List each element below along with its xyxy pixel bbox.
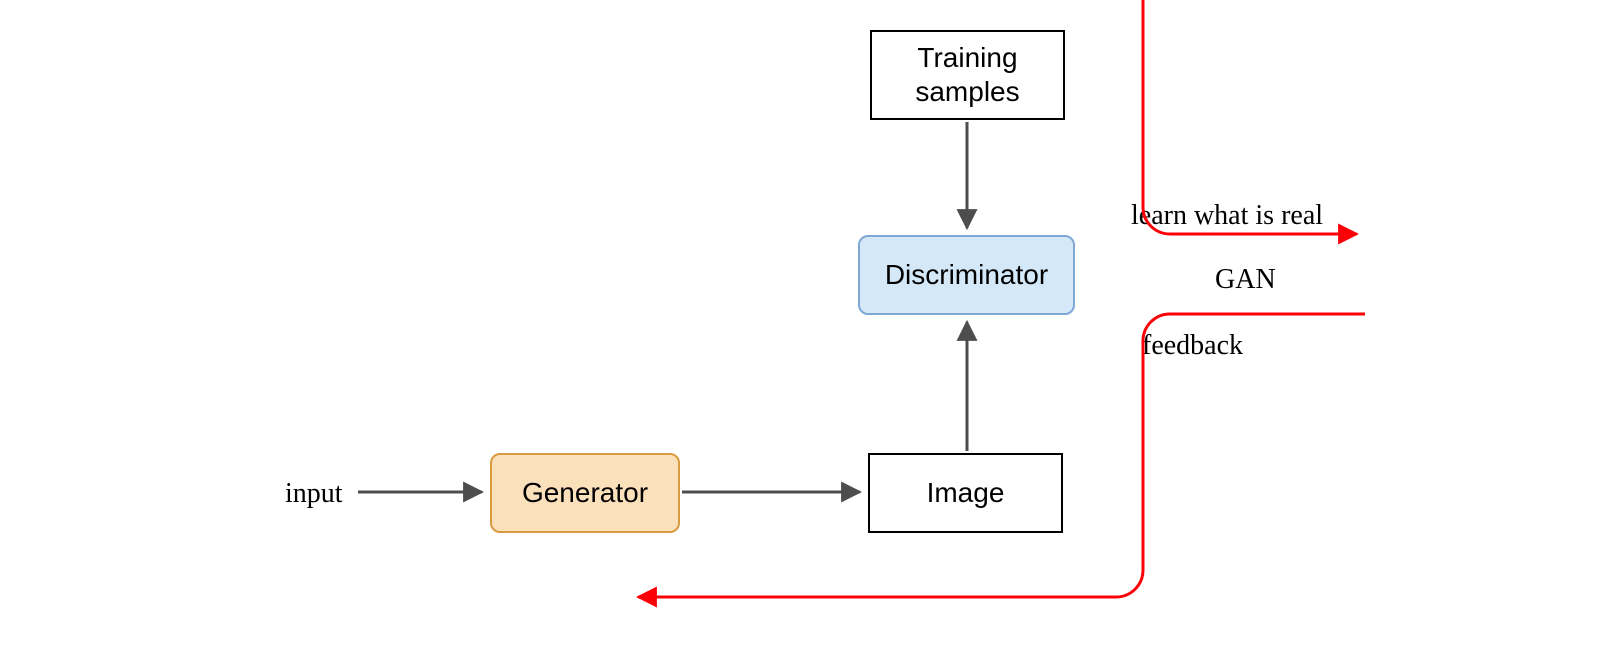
training-samples-node: Trainingsamples	[870, 30, 1065, 120]
learn-label: learn what is real	[1131, 200, 1323, 232]
generator-node: Generator	[490, 453, 680, 533]
image-node: Image	[868, 453, 1063, 533]
generator-label: Generator	[522, 476, 648, 510]
image-label: Image	[927, 476, 1005, 510]
arrow-learn-red	[1143, 0, 1357, 234]
discriminator-node: Discriminator	[858, 235, 1075, 315]
input-label: input	[285, 478, 343, 510]
arrows-layer	[0, 0, 1600, 661]
training-samples-label: Trainingsamples	[915, 41, 1019, 108]
feedback-label: feedback	[1142, 330, 1243, 362]
discriminator-label: Discriminator	[885, 258, 1048, 292]
gan-label: GAN	[1215, 264, 1276, 296]
